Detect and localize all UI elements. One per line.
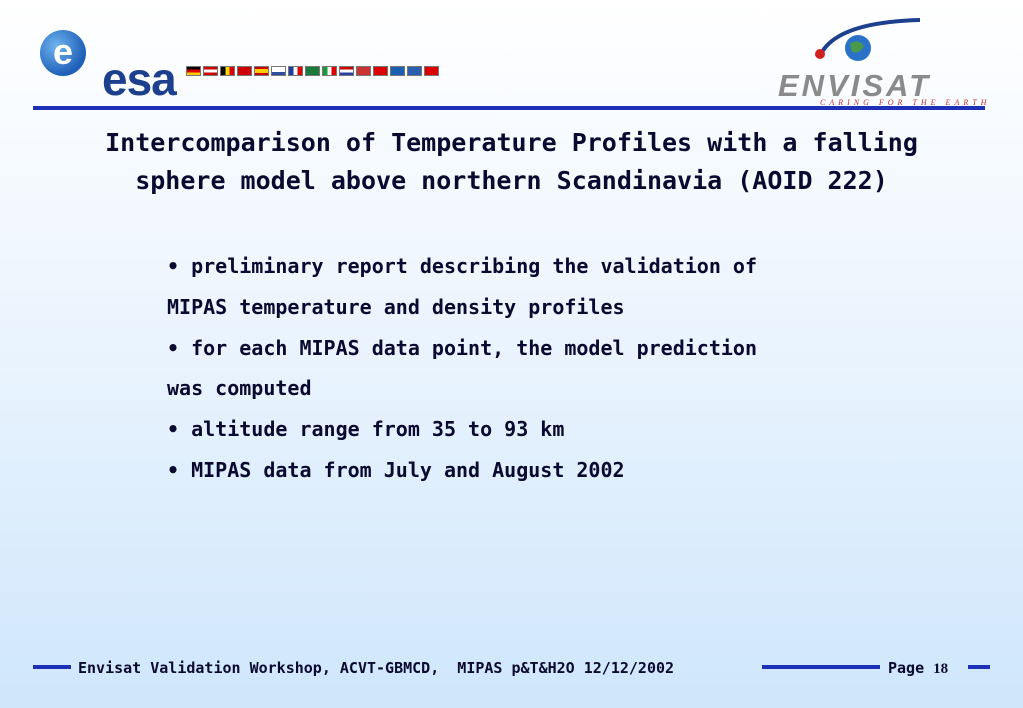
title-line-1: Intercomparison of Temperature Profiles … (105, 128, 918, 157)
footer-rule-left (33, 665, 71, 669)
bullet-line: • preliminary report describing the vali… (167, 254, 758, 278)
bullet-line: was computed (167, 376, 312, 401)
esa-logo: e esa (40, 26, 440, 104)
page-number: Page 18 (888, 659, 948, 678)
slide-title: Intercomparison of Temperature Profiles … (40, 124, 983, 200)
envisat-tagline: CARING FOR THE EARTH (820, 98, 991, 107)
bullet-line: • for each MIPAS data point, the model p… (167, 335, 758, 360)
esa-globe-icon: e (40, 30, 86, 76)
page-label: Page (888, 659, 925, 677)
bullet-list: • preliminary report describing the vali… (167, 246, 867, 491)
page-number-value: 18 (933, 661, 949, 677)
envisat-orbit-icon (815, 18, 921, 61)
title-line-2: sphere model above northern Scandinavia … (135, 166, 888, 195)
header-divider (33, 106, 985, 110)
member-flags (186, 66, 439, 76)
footer-rule-middle (762, 665, 880, 669)
footer-text: Envisat Validation Workshop, ACVT-GBMCD,… (78, 659, 675, 677)
footer-rule-right (968, 665, 990, 669)
bullet-line: MIPAS temperature and density profiles (167, 294, 625, 319)
bullet-line: • MIPAS data from July and August 2002 (167, 457, 625, 482)
envisat-logo-text: ENVISAT (778, 68, 932, 103)
envisat-logo: ENVISAT CARING FOR THE EARTH (760, 14, 991, 107)
bullet-line: • altitude range from 35 to 93 km (167, 417, 565, 442)
esa-logo-text: esa (102, 53, 177, 105)
